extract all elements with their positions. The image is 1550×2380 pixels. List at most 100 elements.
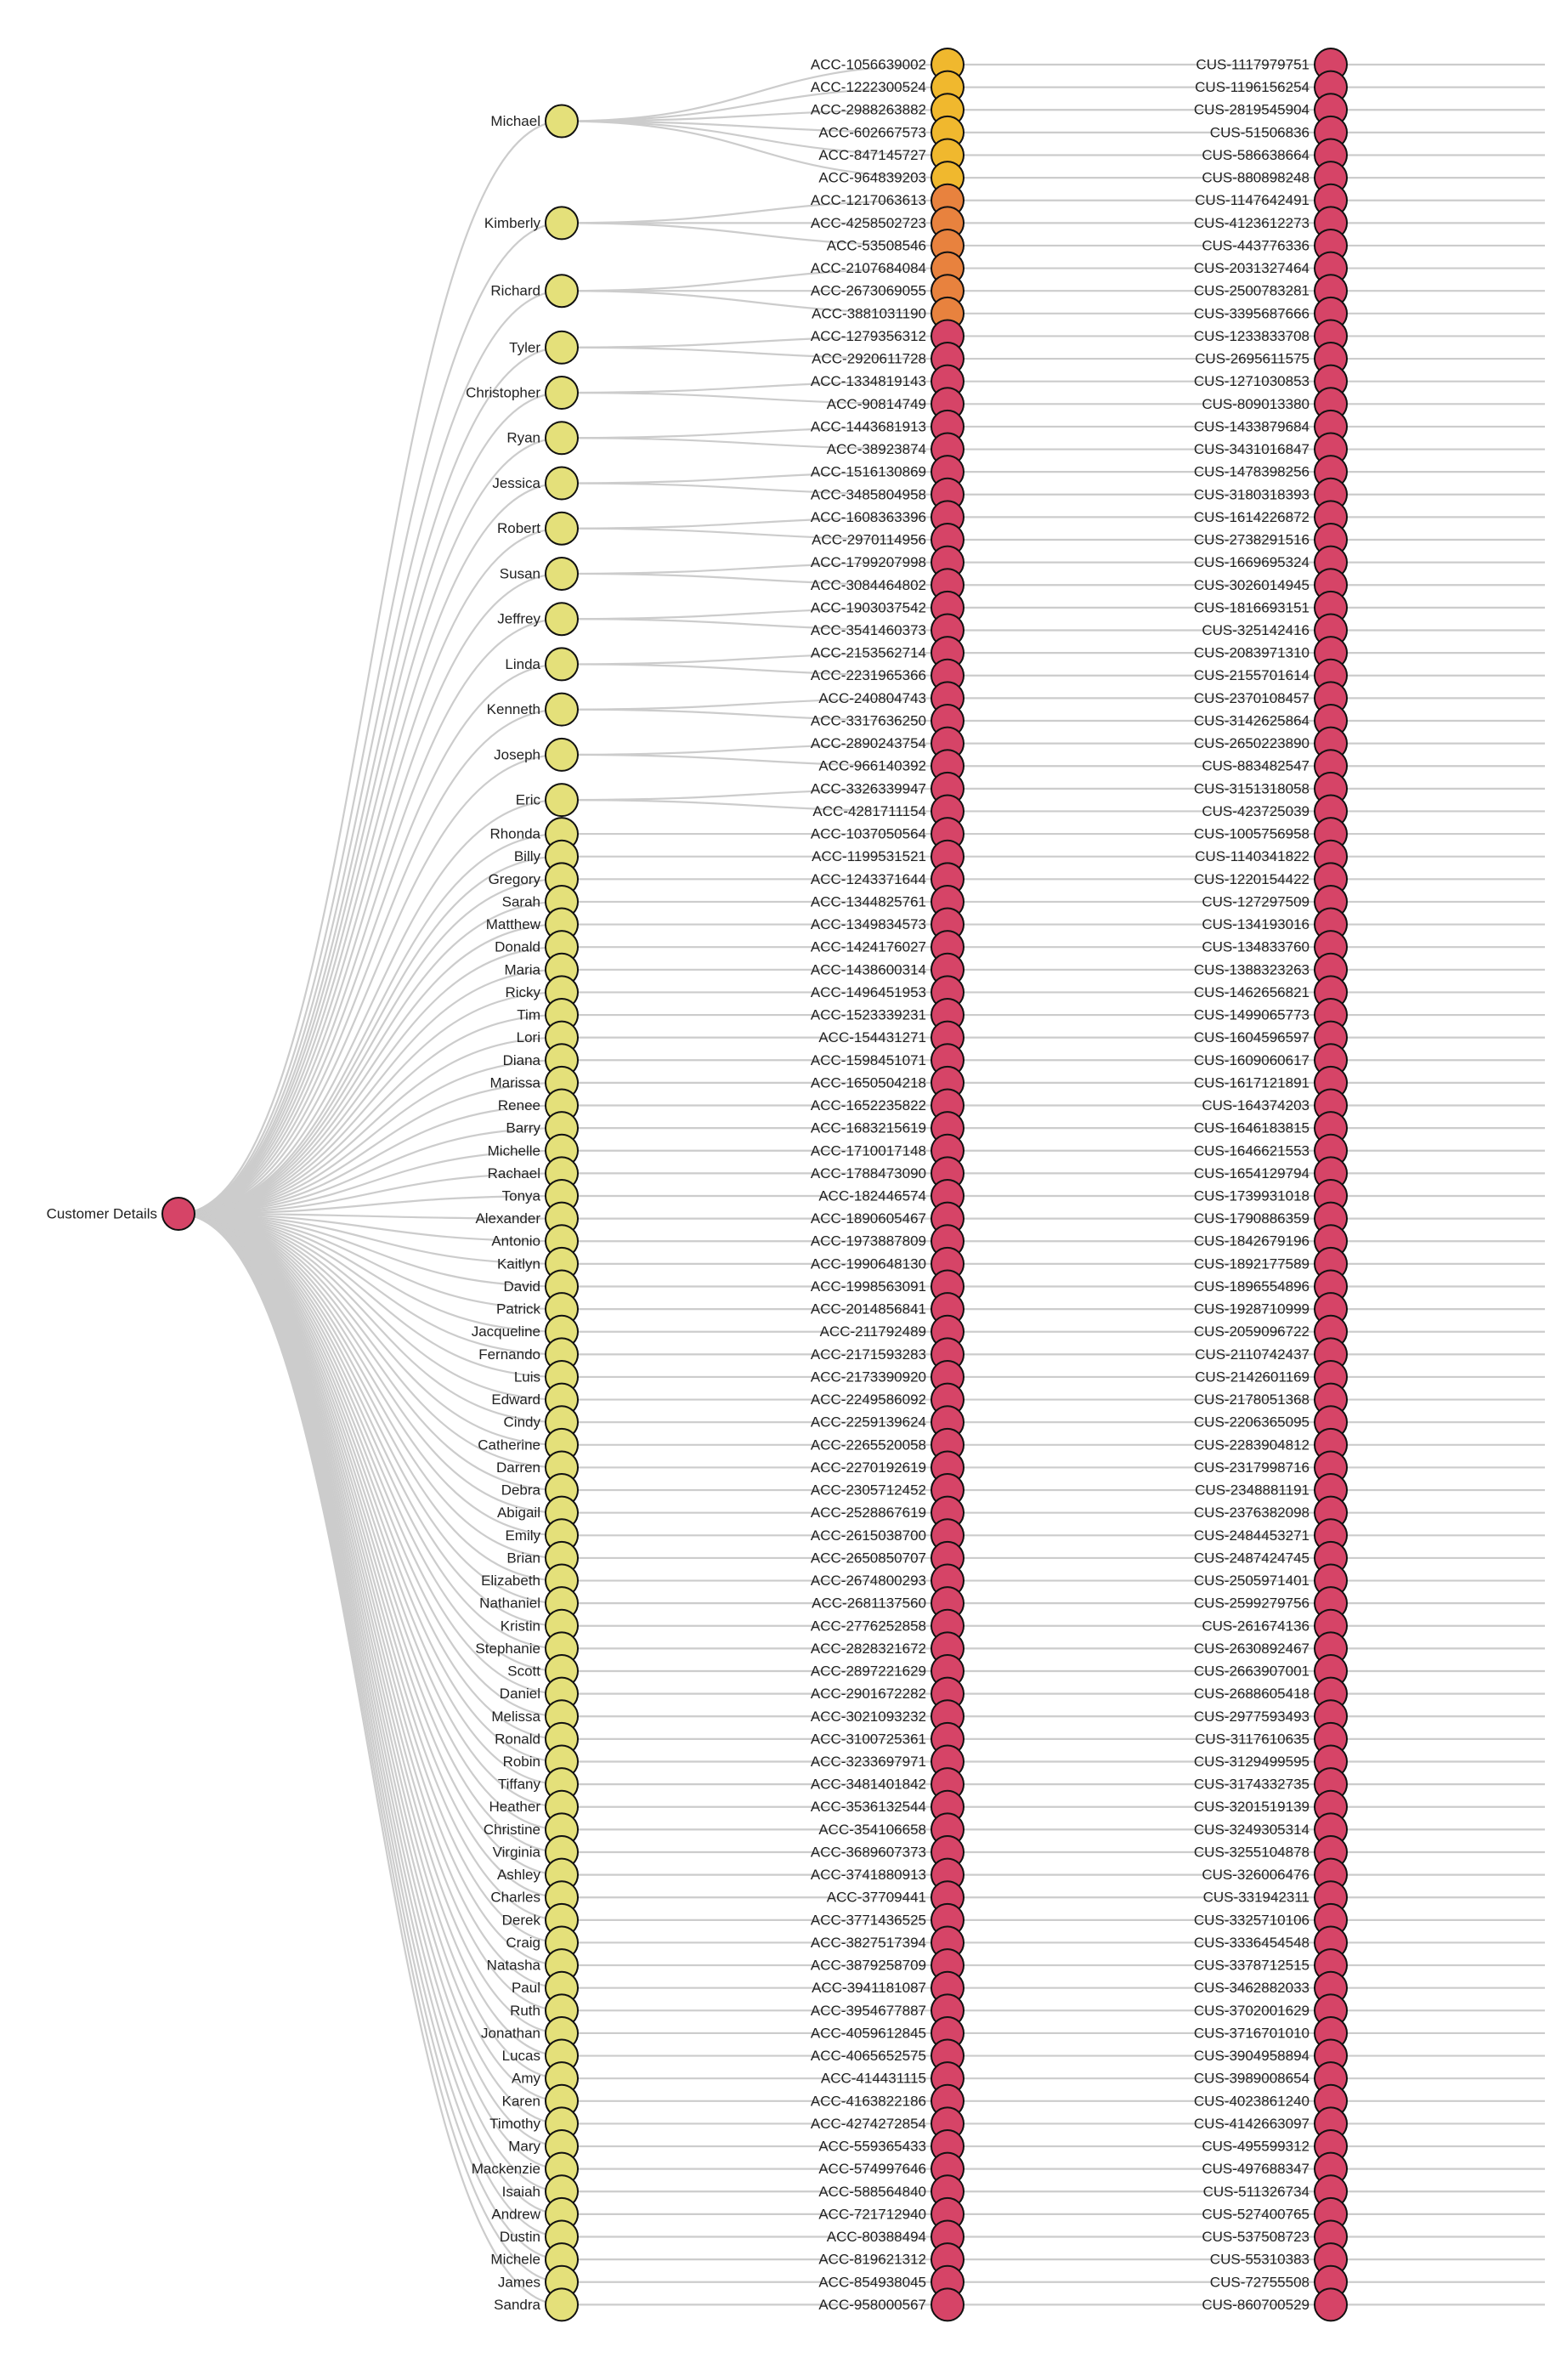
customer-id-label: CUS-443776336	[1202, 237, 1310, 253]
customer-node[interactable]	[1314, 2287, 1348, 2322]
customer-name-node[interactable]	[545, 104, 579, 139]
customer-name-node[interactable]	[545, 421, 579, 456]
root-name-link	[178, 1212, 563, 1311]
account-id-label: ACC-3326339947	[811, 780, 926, 796]
customer-id-label: CUS-1896554896	[1194, 1278, 1310, 1295]
customer-name-node[interactable]	[545, 466, 579, 501]
customer-id-label: CUS-55310383	[1210, 2252, 1310, 2268]
account-id-label: ACC-2673069055	[811, 283, 926, 299]
name-account-link	[561, 425, 948, 439]
customer-id-label: CUS-1842679196	[1194, 1233, 1310, 1250]
customer-name-label: Luis	[514, 1368, 540, 1385]
account-node[interactable]	[931, 2287, 965, 2322]
account-id-label: ACC-1683215619	[811, 1120, 926, 1136]
customer-id-label: CUS-1604596597	[1194, 1029, 1310, 1046]
customer-name-label: Jacqueline	[472, 1323, 540, 1340]
root-name-link	[178, 1212, 563, 1220]
customer-id-label: CUS-2688605418	[1194, 1686, 1310, 1702]
customer-name-label: Sarah	[502, 893, 540, 910]
customer-name-label: Ryan	[506, 430, 540, 446]
customer-id-label: CUS-4142663097	[1194, 2116, 1310, 2132]
customer-id-label: CUS-2738291516	[1194, 532, 1310, 548]
name-account-link	[561, 708, 948, 722]
customer-name-node[interactable]	[545, 783, 579, 818]
customer-id-label: CUS-326006476	[1202, 1867, 1310, 1883]
customer-id-label: CUS-1220154422	[1194, 871, 1310, 887]
customer-name-node[interactable]	[545, 330, 579, 365]
customer-name-node[interactable]	[545, 692, 579, 727]
customer-name-label: Renee	[498, 1097, 540, 1114]
root-name-link	[178, 1212, 563, 1424]
customer-id-label: CUS-2348881191	[1195, 1482, 1310, 1499]
customer-id-label: CUS-3904958894	[1194, 2048, 1310, 2064]
customer-name-node[interactable]	[545, 556, 579, 591]
account-id-label: ACC-3084464802	[811, 577, 926, 593]
root-node[interactable]	[161, 1197, 195, 1231]
account-id-label: ACC-354106658	[818, 1822, 926, 1838]
customer-id-label: CUS-2695611575	[1195, 351, 1310, 367]
account-id-label: ACC-1199531521	[812, 848, 926, 864]
customer-id-label: CUS-2083971310	[1194, 645, 1310, 661]
tree-links	[178, 63, 1545, 2306]
customer-id-label: CUS-3201519139	[1194, 1799, 1310, 1815]
root-name-link	[178, 1212, 563, 1401]
account-id-label: ACC-2153562714	[811, 645, 926, 661]
customer-name-node[interactable]	[545, 375, 579, 410]
customer-id-label: CUS-2487424745	[1194, 1550, 1310, 1566]
customer-id-label: CUS-3431016847	[1194, 441, 1310, 457]
root-name-link	[178, 572, 563, 1216]
customer-name-node[interactable]	[545, 647, 579, 682]
account-id-label: ACC-38923874	[827, 441, 926, 457]
customer-id-label: CUS-72755508	[1210, 2274, 1310, 2290]
account-id-label: ACC-4274272854	[811, 2116, 926, 2132]
customer-id-label: CUS-2031327464	[1194, 260, 1310, 276]
root-name-link	[178, 708, 563, 1216]
customer-name-label: Mary	[508, 2139, 540, 2155]
customer-name-node[interactable]	[545, 602, 579, 637]
customer-name-node[interactable]	[545, 737, 579, 772]
customer-name-label: Ruth	[510, 2003, 540, 2019]
account-id-label: ACC-4059612845	[811, 2025, 926, 2041]
name-account-link	[561, 572, 948, 586]
account-id-label: ACC-2776252858	[811, 1618, 926, 1634]
customer-name-label: David	[504, 1278, 540, 1295]
customer-name-label: Gregory	[489, 871, 541, 887]
customer-name-label: Heather	[489, 1799, 541, 1815]
customer-id-label: CUS-2505971401	[1194, 1572, 1310, 1589]
account-id-label: ACC-2305712452	[811, 1482, 926, 1499]
account-id-label: ACC-1037050564	[811, 826, 926, 842]
customer-name-node[interactable]	[545, 511, 579, 546]
customer-id-label: CUS-1140341822	[1195, 848, 1310, 864]
account-id-label: ACC-414431115	[821, 2071, 926, 2087]
customer-name-node[interactable]	[545, 206, 579, 241]
customer-id-label: CUS-3989008654	[1194, 2071, 1310, 2087]
customer-name-label: Debra	[501, 1482, 541, 1499]
account-id-label: ACC-1973887809	[811, 1233, 926, 1250]
customer-id-label: CUS-1790886359	[1194, 1210, 1310, 1227]
customer-name-label: Edward	[491, 1391, 540, 1408]
customer-name-label: Marissa	[489, 1074, 540, 1091]
customer-id-label: CUS-4123612273	[1194, 215, 1310, 231]
customer-id-label: CUS-2376382098	[1194, 1504, 1310, 1521]
name-account-link	[561, 120, 948, 133]
customer-id-label: CUS-3026014945	[1194, 577, 1310, 593]
customer-name-node[interactable]	[545, 2287, 579, 2322]
customer-name-label: Melissa	[491, 1708, 540, 1725]
customer-id-label: CUS-3129499595	[1194, 1754, 1310, 1770]
customer-id-label: CUS-1499065773	[1194, 1007, 1310, 1023]
customer-id-label: CUS-880898248	[1202, 170, 1310, 186]
customer-name-label: Cindy	[504, 1414, 541, 1431]
customer-name-label: Rachael	[488, 1165, 540, 1182]
customer-id-label: CUS-325142416	[1202, 622, 1310, 638]
account-id-label: ACC-2171593283	[811, 1346, 926, 1363]
name-account-link	[561, 199, 948, 224]
customer-name-node[interactable]	[545, 274, 579, 309]
customer-id-label: CUS-2206365095	[1194, 1414, 1310, 1431]
account-id-label: ACC-958000567	[818, 2297, 926, 2313]
customer-id-label: CUS-1646621553	[1194, 1142, 1310, 1159]
root-name-link	[178, 1212, 563, 1537]
root-name-link	[178, 391, 563, 1216]
customer-name-label: Stephanie	[475, 1640, 540, 1657]
customer-name-label: Scott	[507, 1663, 540, 1680]
customer-id-label: CUS-1005756958	[1194, 826, 1310, 842]
